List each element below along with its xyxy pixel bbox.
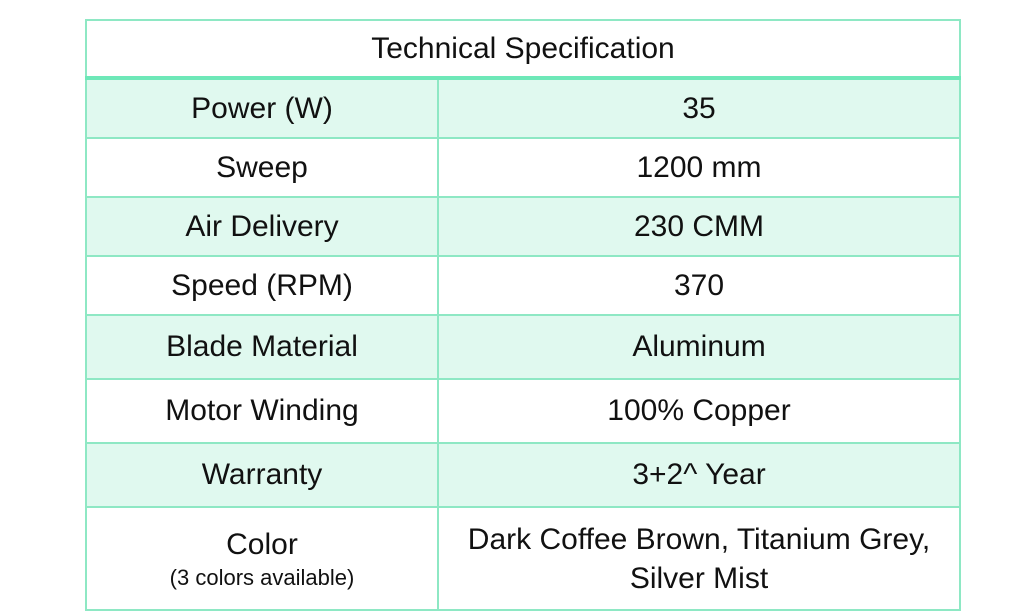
spec-label: Color bbox=[226, 527, 298, 561]
spec-value: 230 CMM bbox=[437, 196, 961, 257]
spec-value: 35 bbox=[437, 77, 961, 139]
table-row: Speed (RPM) 370 bbox=[85, 255, 961, 316]
spec-value: 1200 mm bbox=[437, 137, 961, 198]
table-row: Power (W) 35 bbox=[85, 77, 961, 139]
spec-label: Power (W) bbox=[85, 77, 439, 139]
spec-value: Dark Coffee Brown, Titanium Grey, Silver… bbox=[437, 506, 961, 611]
spec-label: Warranty bbox=[85, 442, 439, 508]
spec-value: 3+2^ Year bbox=[437, 442, 961, 508]
spec-label: Sweep bbox=[85, 137, 439, 198]
spec-value: Aluminum bbox=[437, 314, 961, 380]
table-row: Sweep 1200 mm bbox=[85, 137, 961, 198]
table-row: Motor Winding 100% Copper bbox=[85, 378, 961, 444]
table-row: Air Delivery 230 CMM bbox=[85, 196, 961, 257]
spec-label: Air Delivery bbox=[85, 196, 439, 257]
table-title-row: Technical Specification bbox=[85, 19, 961, 80]
spec-label: Motor Winding bbox=[85, 378, 439, 444]
table-row: Blade Material Aluminum bbox=[85, 314, 961, 380]
table-title: Technical Specification bbox=[85, 19, 961, 80]
spec-label-cell: Color (3 colors available) bbox=[85, 506, 439, 611]
spec-label: Speed (RPM) bbox=[85, 255, 439, 316]
spec-value: 100% Copper bbox=[437, 378, 961, 444]
table-row: Color (3 colors available) Dark Coffee B… bbox=[85, 506, 961, 611]
spec-table: Technical Specification Power (W) 35 Swe… bbox=[85, 19, 961, 611]
spec-label: Blade Material bbox=[85, 314, 439, 380]
table-row: Warranty 3+2^ Year bbox=[85, 442, 961, 508]
spec-sublabel: (3 colors available) bbox=[169, 564, 355, 590]
spec-value: 370 bbox=[437, 255, 961, 316]
